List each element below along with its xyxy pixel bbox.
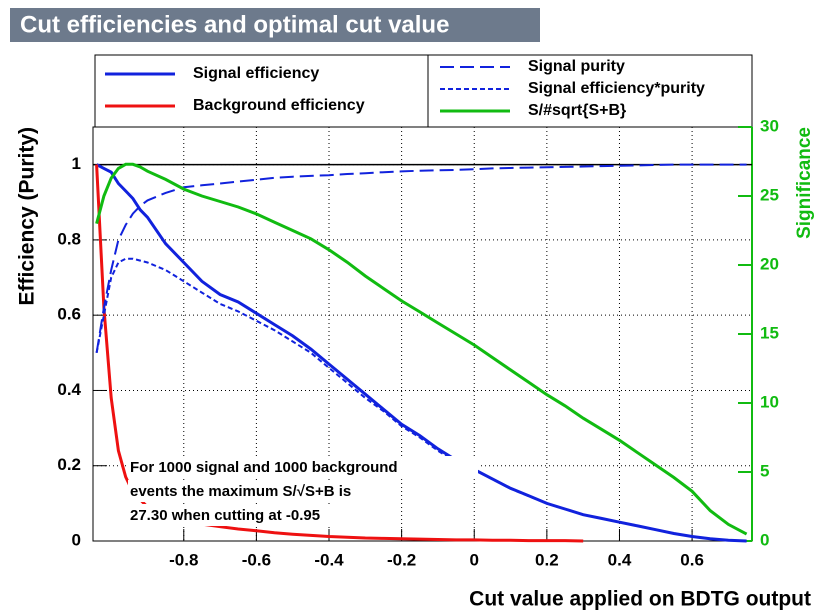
y-tick-label: 0.4	[57, 380, 81, 399]
legend-label: Background efficiency	[193, 97, 365, 114]
annotation-bg	[128, 504, 388, 526]
series-line	[95, 257, 747, 542]
y2-tick-label: 10	[760, 392, 779, 411]
annotation: 27.30 when cutting at -0.95	[130, 507, 320, 524]
annotation-bg	[128, 456, 478, 478]
x-tick-label: -0.8	[169, 550, 198, 569]
y-tick-label: 0.2	[57, 455, 81, 474]
y-tick-label: 0	[72, 530, 81, 549]
x-tick-label: -0.4	[314, 550, 344, 569]
y-tick-label: 0.8	[57, 229, 81, 248]
plot-frame	[92, 126, 753, 542]
y2-tick-label: 25	[760, 185, 779, 204]
y2-tick-label: 5	[760, 461, 769, 480]
x-tick-label: -0.2	[387, 550, 416, 569]
legend-label: Signal purity	[528, 58, 625, 75]
legend-label: Signal efficiency	[193, 65, 319, 82]
y2-tick-label: 30	[760, 116, 779, 135]
legend-box	[427, 54, 753, 128]
x-tick-label: 0.6	[680, 550, 704, 569]
y-axis-title: Efficiency (Purity)	[16, 127, 39, 306]
x-tick-label: -0.6	[242, 550, 271, 569]
y-tick-label: 1	[72, 154, 81, 173]
annotation: For 1000 signal and 1000 background	[130, 459, 398, 476]
y2-tick-label: 20	[760, 254, 779, 273]
series-line	[95, 162, 748, 536]
chart-title: Cut efficiencies and optimal cut value	[20, 11, 449, 38]
y2-tick-label: 15	[760, 323, 779, 342]
x-tick-label: 0	[470, 550, 479, 569]
annotation-bg	[128, 480, 388, 502]
y2-axis-title: Significance	[794, 127, 815, 239]
legend-label: Signal efficiency*purity	[528, 80, 705, 97]
title-box	[10, 8, 540, 42]
legend-label: S/#sqrt{S+B}	[528, 102, 626, 119]
y2-tick-label: 0	[760, 530, 769, 549]
x-tick-label: 0.4	[608, 550, 632, 569]
y-tick-label: 0.6	[57, 305, 81, 324]
x-axis-title: Cut value applied on BDTG output	[469, 588, 811, 611]
annotation: events the maximum S/√S+B is	[130, 483, 351, 500]
x-tick-label: 0.2	[535, 550, 559, 569]
legend-box	[94, 54, 429, 128]
series-line	[95, 163, 747, 353]
